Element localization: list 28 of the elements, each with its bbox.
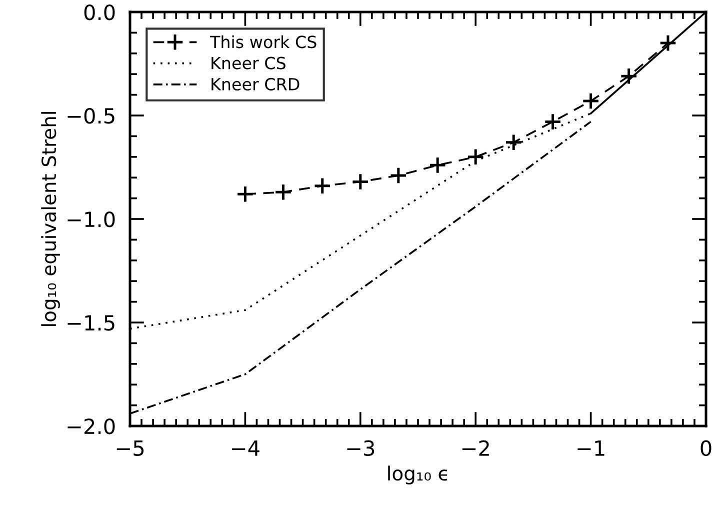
point — [352, 172, 370, 191]
point — [466, 148, 484, 166]
point — [544, 112, 562, 131]
x-tick-label: −3 — [347, 440, 374, 456]
x-tick-label: −4 — [232, 440, 260, 456]
x-tick-label: −1 — [578, 440, 604, 456]
legend-label: Kneer CRD — [212, 78, 300, 90]
x-tick-label: −5 — [116, 440, 144, 456]
legend-label: Kneer CS — [212, 56, 286, 70]
x-tick-label: 0 — [700, 440, 712, 456]
point — [428, 156, 446, 174]
point — [659, 34, 677, 52]
point — [313, 176, 332, 195]
y-tick-label: −1.0 — [68, 211, 115, 228]
point — [236, 185, 254, 204]
point — [274, 183, 292, 201]
point — [390, 166, 408, 184]
point — [504, 134, 523, 152]
x-tick-label: −2 — [462, 440, 489, 456]
y-axis-title: log₁₀ equivalent Strehl — [41, 112, 60, 326]
y-tick-label: −0.5 — [68, 108, 114, 124]
point — [582, 92, 600, 110]
point — [620, 67, 638, 86]
y-tick-label: −1.5 — [68, 315, 114, 331]
y-tick-label: 0.0 — [84, 4, 115, 20]
x-axis-title: log₁₀ ϵ — [388, 466, 448, 484]
legend-label: This work CS — [210, 35, 316, 48]
y-tick-label: −2.0 — [68, 418, 115, 434]
